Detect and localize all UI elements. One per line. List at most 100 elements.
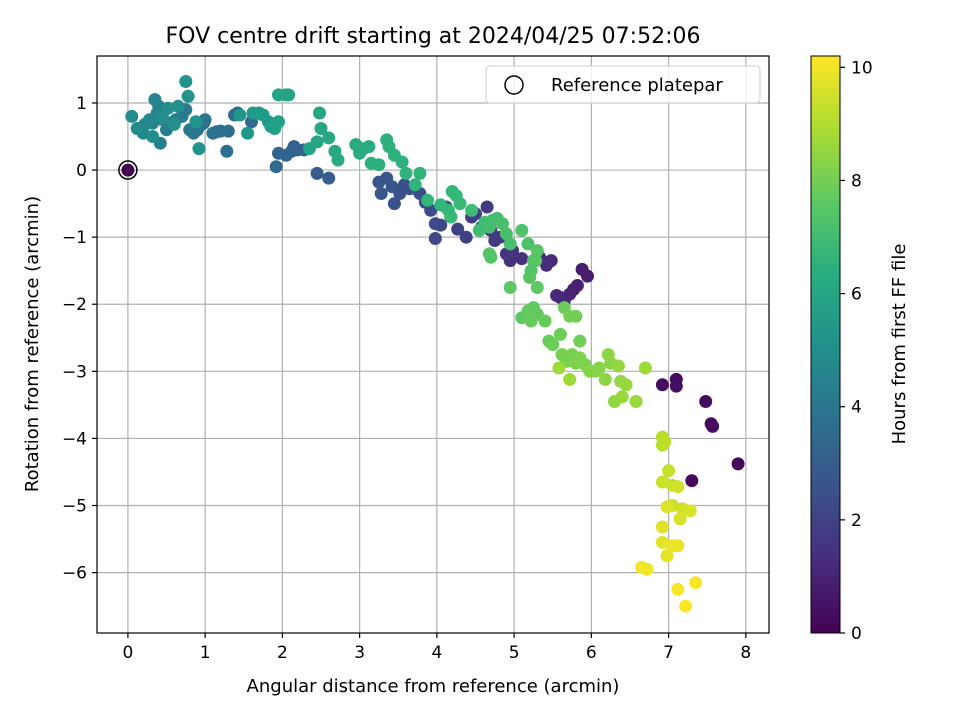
data-point bbox=[372, 158, 386, 172]
data-point bbox=[413, 166, 427, 180]
data-point bbox=[399, 166, 413, 180]
data-point bbox=[313, 106, 326, 120]
x-tick-label: 5 bbox=[509, 643, 520, 663]
data-point bbox=[689, 576, 703, 590]
colorbar-tick-label: 8 bbox=[851, 171, 862, 191]
data-point bbox=[444, 210, 458, 224]
legend: Reference platepar bbox=[485, 65, 761, 104]
data-point bbox=[662, 464, 676, 478]
data-point bbox=[575, 262, 589, 276]
y-tick-label: 1 bbox=[76, 94, 87, 114]
y-tick-label: 0 bbox=[76, 161, 87, 181]
data-point bbox=[683, 504, 697, 518]
data-point bbox=[451, 222, 465, 236]
x-tick-label: 2 bbox=[277, 643, 288, 663]
chart-title: FOV centre drift starting at 2024/04/25 … bbox=[166, 24, 701, 49]
data-point bbox=[156, 111, 170, 125]
data-point bbox=[660, 500, 674, 514]
x-tick-label: 7 bbox=[663, 643, 674, 663]
data-point bbox=[161, 101, 175, 115]
plot-frame bbox=[96, 55, 770, 634]
data-point bbox=[524, 314, 538, 328]
data-point bbox=[619, 378, 633, 392]
colorbar-tick-label: 0 bbox=[851, 624, 862, 644]
colorbar-tick-label: 10 bbox=[851, 58, 873, 78]
reference-marker bbox=[118, 160, 138, 180]
reference-platepar-marker bbox=[118, 160, 138, 180]
data-point bbox=[638, 361, 652, 375]
data-point bbox=[167, 117, 181, 131]
data-point bbox=[515, 223, 529, 237]
data-point bbox=[523, 270, 537, 284]
data-point bbox=[374, 187, 388, 200]
colorbar-gradient bbox=[810, 55, 841, 634]
data-points bbox=[121, 75, 745, 613]
data-point bbox=[529, 254, 543, 268]
y-axis-ticks: 1 0 −1 −2 −3 −4 −5 −6 bbox=[62, 94, 97, 584]
data-point bbox=[671, 480, 685, 494]
colorbar-tick-label: 6 bbox=[851, 285, 862, 305]
x-tick-label: 1 bbox=[200, 643, 211, 663]
data-point bbox=[322, 131, 336, 145]
data-point bbox=[272, 88, 285, 102]
y-tick-label: −2 bbox=[62, 295, 87, 315]
data-point bbox=[192, 142, 206, 156]
data-point bbox=[408, 178, 422, 192]
colorbar-label: Hours from first FF file bbox=[889, 244, 910, 445]
y-tick-label: −3 bbox=[62, 362, 87, 382]
data-point bbox=[331, 153, 345, 167]
data-point bbox=[538, 314, 552, 328]
data-point bbox=[671, 582, 685, 596]
data-point bbox=[428, 217, 442, 231]
data-point bbox=[655, 475, 669, 489]
legend-marker-icon bbox=[504, 75, 524, 95]
data-point bbox=[269, 160, 283, 174]
data-point bbox=[706, 419, 720, 433]
data-point bbox=[387, 197, 401, 211]
data-point bbox=[671, 539, 685, 553]
x-tick-label: 0 bbox=[122, 643, 133, 663]
data-point bbox=[322, 171, 336, 185]
data-point bbox=[503, 281, 517, 294]
data-point bbox=[484, 250, 498, 264]
colorbar-tick-label: 4 bbox=[851, 398, 862, 418]
data-point bbox=[530, 244, 544, 258]
data-point bbox=[699, 395, 713, 408]
data-point bbox=[314, 122, 328, 135]
y-tick-label: −6 bbox=[62, 564, 87, 584]
data-point bbox=[669, 379, 683, 393]
data-point bbox=[553, 327, 567, 341]
data-point bbox=[499, 247, 513, 261]
x-tick-label: 6 bbox=[586, 643, 597, 663]
data-point bbox=[685, 474, 699, 488]
x-tick-label: 3 bbox=[354, 643, 365, 663]
data-point bbox=[635, 560, 649, 574]
data-point bbox=[563, 372, 577, 386]
y-tick-label: −5 bbox=[62, 497, 87, 517]
data-point bbox=[428, 232, 442, 245]
data-point bbox=[655, 378, 669, 392]
grid bbox=[97, 56, 769, 633]
data-point bbox=[179, 75, 193, 88]
data-point bbox=[530, 281, 544, 294]
colorbar-tick-label: 2 bbox=[851, 511, 862, 531]
legend-label: Reference platepar bbox=[551, 75, 723, 96]
data-point bbox=[395, 155, 409, 169]
data-point bbox=[282, 88, 296, 102]
data-point bbox=[546, 338, 560, 351]
data-point bbox=[488, 234, 502, 247]
data-point bbox=[515, 252, 529, 266]
data-point bbox=[615, 390, 629, 404]
data-point bbox=[673, 512, 687, 526]
x-tick-label: 8 bbox=[740, 643, 751, 663]
data-point bbox=[125, 109, 139, 123]
data-point bbox=[148, 93, 162, 107]
data-point bbox=[552, 361, 566, 375]
data-point bbox=[550, 289, 564, 302]
legend-box bbox=[485, 65, 761, 104]
data-point bbox=[130, 122, 144, 135]
data-point bbox=[598, 372, 612, 386]
data-point bbox=[573, 334, 587, 348]
data-point bbox=[206, 126, 220, 140]
